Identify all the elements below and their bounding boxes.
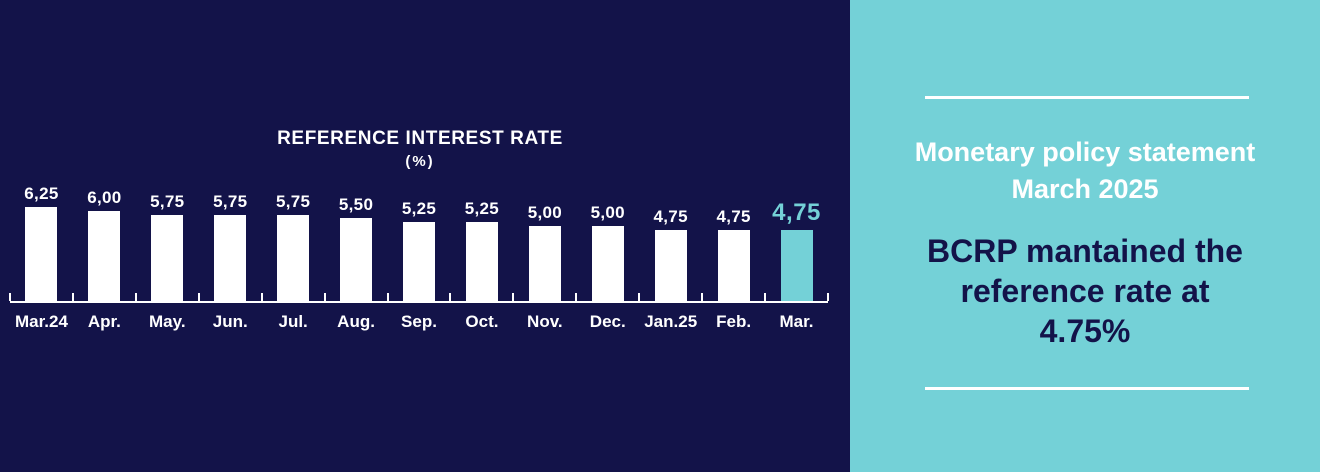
x-axis-label: Mar.24 — [14, 312, 68, 331]
panel-heading-line1: Monetary policy statement — [914, 137, 1256, 167]
bar-value-label: 5,75 — [150, 192, 185, 211]
bar — [340, 218, 373, 301]
bar-value-label: 5,50 — [338, 195, 374, 214]
x-axis-tick — [449, 293, 452, 301]
x-axis-tick — [134, 293, 137, 301]
bar — [151, 215, 184, 301]
x-axis-tick — [764, 293, 767, 301]
x-axis-label: Oct. — [465, 312, 499, 331]
x-axis-tick — [386, 293, 389, 301]
bar-value-label: 5,75 — [275, 192, 311, 211]
bar — [403, 222, 435, 301]
bar — [88, 211, 121, 301]
chart-title: REFERENCE INTEREST RATE — [277, 128, 563, 149]
x-axis-tick — [512, 293, 515, 301]
panel-statement-line3: 4.75% — [1039, 313, 1131, 349]
x-axis-label: Jul. — [278, 312, 308, 331]
bar-value-label: 6,25 — [24, 184, 59, 203]
bar — [780, 230, 813, 301]
x-axis-tick — [575, 293, 578, 301]
divider-bottom — [925, 387, 1249, 390]
x-axis-line — [10, 301, 828, 303]
bar-value-label: 6,00 — [87, 188, 122, 207]
bar-value-label: 5,25 — [401, 199, 437, 218]
bar-value-label: 4,75 — [716, 207, 751, 226]
x-axis-tick — [701, 293, 704, 301]
chart-subtitle: (%) — [405, 153, 435, 170]
bar — [717, 230, 750, 301]
x-axis-label: Sep. — [401, 312, 437, 331]
x-axis-tick — [638, 293, 641, 301]
panel-statement: BCRP mantained the reference rate at 4.7… — [850, 231, 1320, 351]
x-axis-tick — [260, 293, 263, 301]
divider-top — [925, 96, 1249, 99]
bar-value-label: 4,75 — [653, 207, 688, 226]
x-axis-tick — [9, 293, 11, 301]
panel-heading: Monetary policy statement March 2025 — [850, 134, 1320, 208]
bar — [277, 215, 310, 301]
bar-value-label: 5,25 — [464, 199, 500, 218]
reference-rate-chart-panel: REFERENCE INTEREST RATE (%) 6,25 Mar.24 6,… — [9, 128, 829, 331]
panel-heading-line2: March 2025 — [1011, 174, 1159, 204]
x-axis-label: Aug. — [337, 312, 375, 331]
bar — [25, 207, 58, 301]
x-axis-label: Mar. — [779, 312, 814, 331]
bar-value-label: 5,00 — [590, 203, 625, 222]
side-panel: Monetary policy statement March 2025 BCR… — [850, 0, 1320, 472]
x-axis-tick — [71, 293, 74, 301]
x-axis-label: Nov. — [527, 312, 563, 331]
x-axis-tick — [827, 293, 829, 301]
x-axis-tick — [323, 293, 326, 301]
bar — [465, 222, 498, 301]
bar-value-label: 4,75 — [772, 199, 821, 226]
bar — [591, 226, 624, 301]
x-axis-label: Feb. — [716, 312, 752, 331]
x-axis-label: Jan.25 — [644, 312, 698, 331]
x-axis-label: Dec. — [589, 312, 626, 331]
bar — [214, 215, 247, 301]
bar-value-label: 5,75 — [213, 192, 248, 211]
x-axis-label: Apr. — [87, 312, 121, 331]
bar — [528, 226, 561, 301]
bar — [654, 230, 687, 301]
panel-statement-line1: BCRP mantained the — [927, 233, 1243, 269]
bar-value-label: 5,00 — [527, 203, 562, 222]
x-axis-tick — [197, 293, 200, 301]
x-axis-label: May. — [149, 312, 186, 331]
panel-statement-line2: reference rate at — [960, 273, 1210, 309]
x-axis-label: Jun. — [212, 312, 248, 331]
